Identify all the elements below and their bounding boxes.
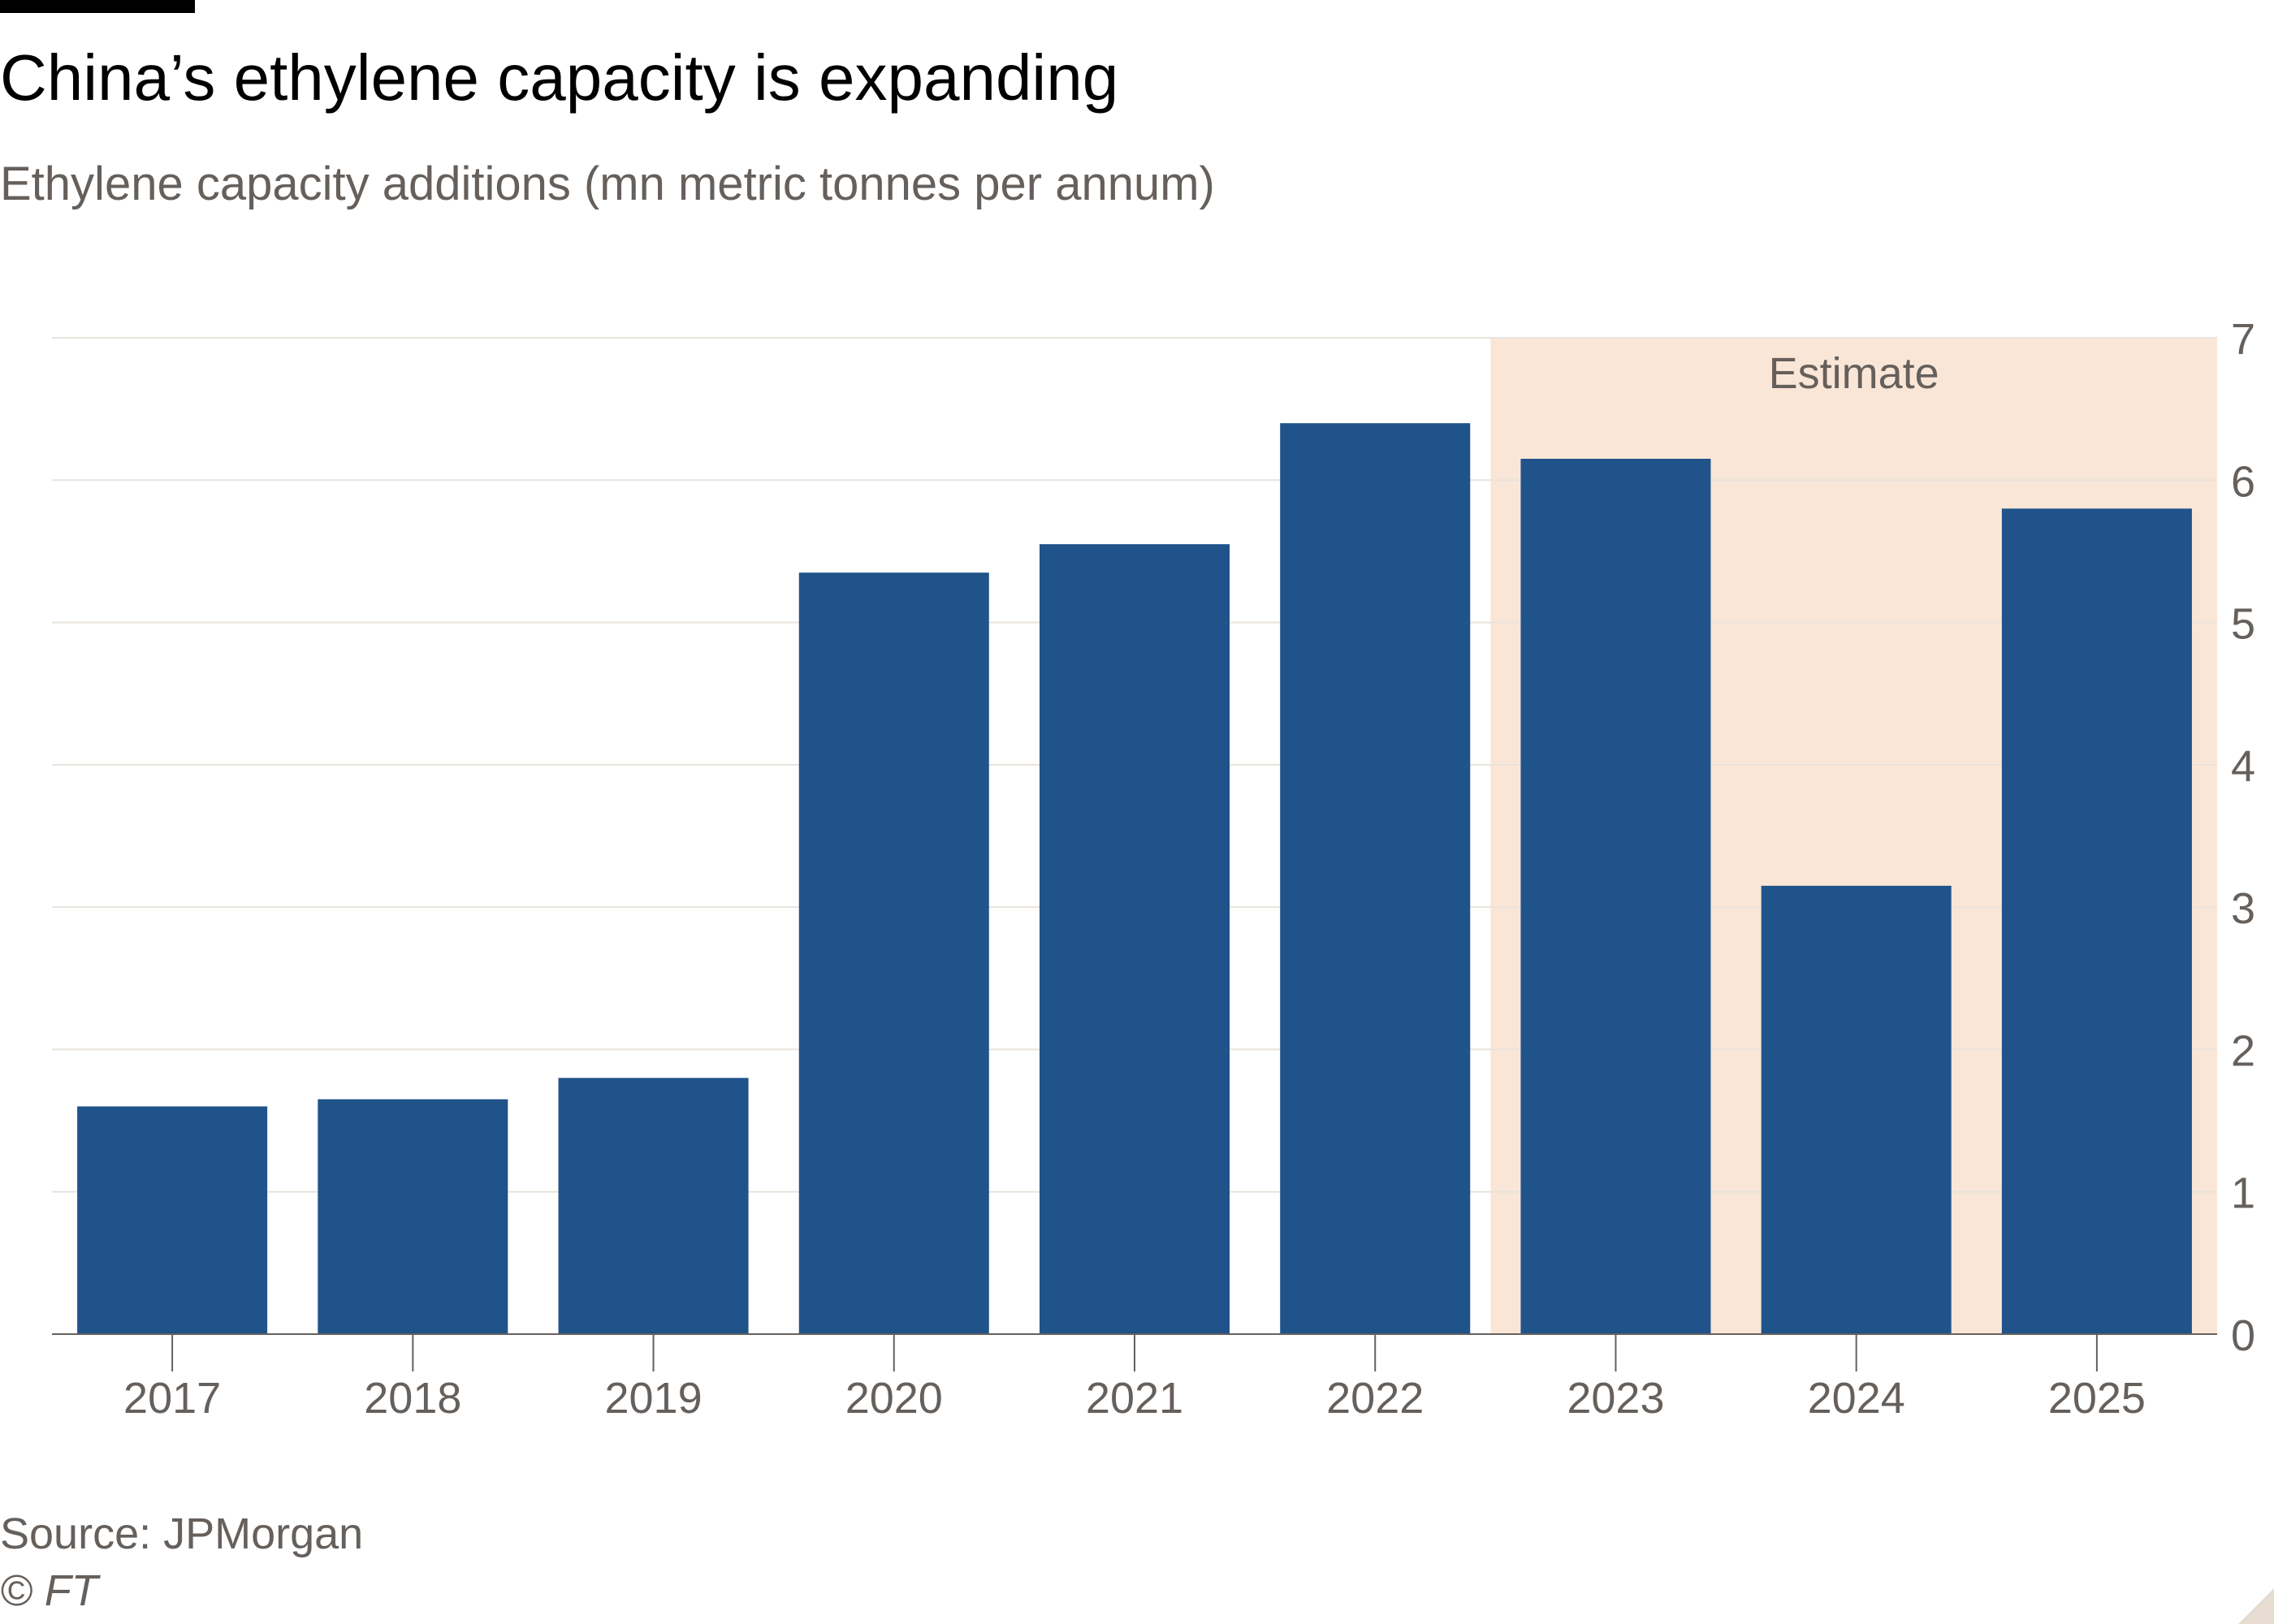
bar-2024 [1761, 885, 1952, 1334]
x-tick-label: 2020 [845, 1374, 943, 1423]
bar-2017 [77, 1106, 268, 1334]
bar-2020 [798, 572, 989, 1334]
chart-subtitle: Ethylene capacity additions (mn metric t… [0, 158, 1215, 210]
brand-bar [0, 0, 195, 13]
bar-2023 [1520, 458, 1711, 1334]
x-tick-label: 2017 [123, 1374, 221, 1423]
x-tick-label: 2021 [1086, 1374, 1183, 1423]
bar-2019 [558, 1078, 749, 1334]
y-tick-label: 0 [2231, 1311, 2255, 1360]
y-tick-label: 4 [2231, 742, 2255, 791]
bar-2021 [1039, 544, 1230, 1334]
x-tick-label: 2018 [364, 1374, 461, 1423]
y-tick-label: 3 [2231, 884, 2255, 933]
y-tick-label: 6 [2231, 457, 2255, 506]
copyright-note: © FT [0, 1566, 98, 1615]
y-tick-label: 1 [2231, 1169, 2255, 1218]
y-tick-label: 5 [2231, 600, 2255, 649]
bar-2022 [1280, 423, 1471, 1335]
x-tick-label: 2025 [2048, 1374, 2146, 1423]
x-tick-label: 2023 [1567, 1374, 1664, 1423]
corner-mark-icon [2238, 1588, 2274, 1624]
x-tick-label: 2022 [1326, 1374, 1424, 1423]
x-tick-label: 2019 [604, 1374, 702, 1423]
bar-2025 [2001, 508, 2192, 1334]
x-tick-label: 2024 [1808, 1374, 1905, 1423]
y-tick-label: 2 [2231, 1026, 2255, 1075]
bar-2018 [318, 1099, 508, 1334]
source-note: Source: JPMorgan [0, 1510, 364, 1558]
y-tick-label: 7 [2231, 315, 2255, 364]
estimate-label: Estimate [1769, 349, 1939, 398]
chart-title: China’s ethylene capacity is expanding [0, 41, 1119, 114]
